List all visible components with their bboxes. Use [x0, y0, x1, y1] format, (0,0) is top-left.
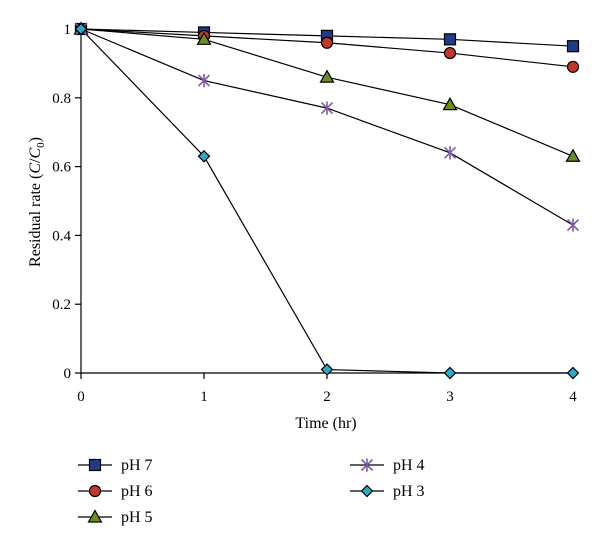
x-tick-label: 0 — [77, 389, 85, 405]
data-point — [442, 96, 458, 111]
data-point — [320, 363, 334, 376]
data-point — [443, 366, 457, 380]
legend-marker — [88, 484, 102, 498]
legend-item: pH 6 — [78, 483, 153, 500]
legend-item: pH 4 — [350, 457, 425, 474]
legend-label: pH 6 — [121, 483, 153, 500]
data-point — [443, 146, 457, 160]
legend-label: pH 5 — [121, 509, 153, 526]
y-axis-title-c0: C — [27, 148, 44, 159]
data-point — [566, 218, 580, 232]
y-tick-label: 0.2 — [52, 297, 71, 313]
x-tick-label: 4 — [569, 389, 577, 405]
x-ticks: 0 1 2 3 4 — [77, 373, 577, 405]
y-axis-title-c: C — [27, 163, 44, 174]
x-tick-label: 1 — [200, 389, 208, 405]
y-axis-title-prefix: Residual rate ( — [27, 174, 44, 267]
y-tick-label: 0 — [64, 366, 72, 382]
data-point — [443, 33, 457, 46]
x-tick-label: 2 — [323, 389, 331, 405]
y-tick-label: 0.4 — [52, 228, 71, 244]
series-markers-diamond — [74, 22, 580, 380]
data-point — [197, 74, 211, 88]
legend-marker — [360, 458, 374, 472]
series-markers-star — [74, 22, 580, 232]
legend-marker — [360, 484, 374, 498]
data-point — [443, 46, 457, 60]
y-axis-title-slash: / — [27, 158, 44, 163]
legend-label: pH 3 — [393, 483, 425, 500]
y-axis-title-subscript: 0 — [35, 142, 47, 148]
y-ticks: 0 0.2 0.4 0.6 0.8 1 — [52, 22, 81, 382]
x-tick-label: 3 — [446, 389, 454, 405]
legend-item: pH 3 — [350, 483, 425, 500]
data-point — [565, 148, 581, 162]
legend-marker — [87, 509, 103, 523]
y-tick-label: 1 — [64, 22, 72, 38]
y-tick-label: 0.8 — [52, 91, 71, 107]
legend-label: pH 7 — [121, 457, 153, 474]
y-tick-label: 0.6 — [52, 160, 71, 176]
data-point — [566, 366, 580, 380]
legend-item: pH 7 — [78, 457, 153, 474]
data-point — [196, 31, 212, 45]
legend-item: pH 5 — [78, 509, 153, 526]
data-point — [319, 69, 335, 83]
data-point — [74, 22, 88, 36]
x-axis-title: Time (hr) — [295, 415, 356, 432]
data-point — [320, 101, 334, 115]
data-point — [197, 149, 211, 163]
series-layer — [73, 21, 581, 380]
data-point — [320, 36, 334, 49]
y-axis-title-suffix: ) — [27, 137, 44, 142]
legend: pH 7 pH 6 pH 5 pH 4 pH 3 — [78, 457, 425, 526]
legend-label: pH 4 — [393, 457, 425, 474]
data-point — [566, 60, 580, 73]
y-axis-title: Residual rate (C/C0) — [27, 137, 47, 267]
legend-marker — [88, 458, 102, 472]
data-point — [566, 40, 580, 53]
